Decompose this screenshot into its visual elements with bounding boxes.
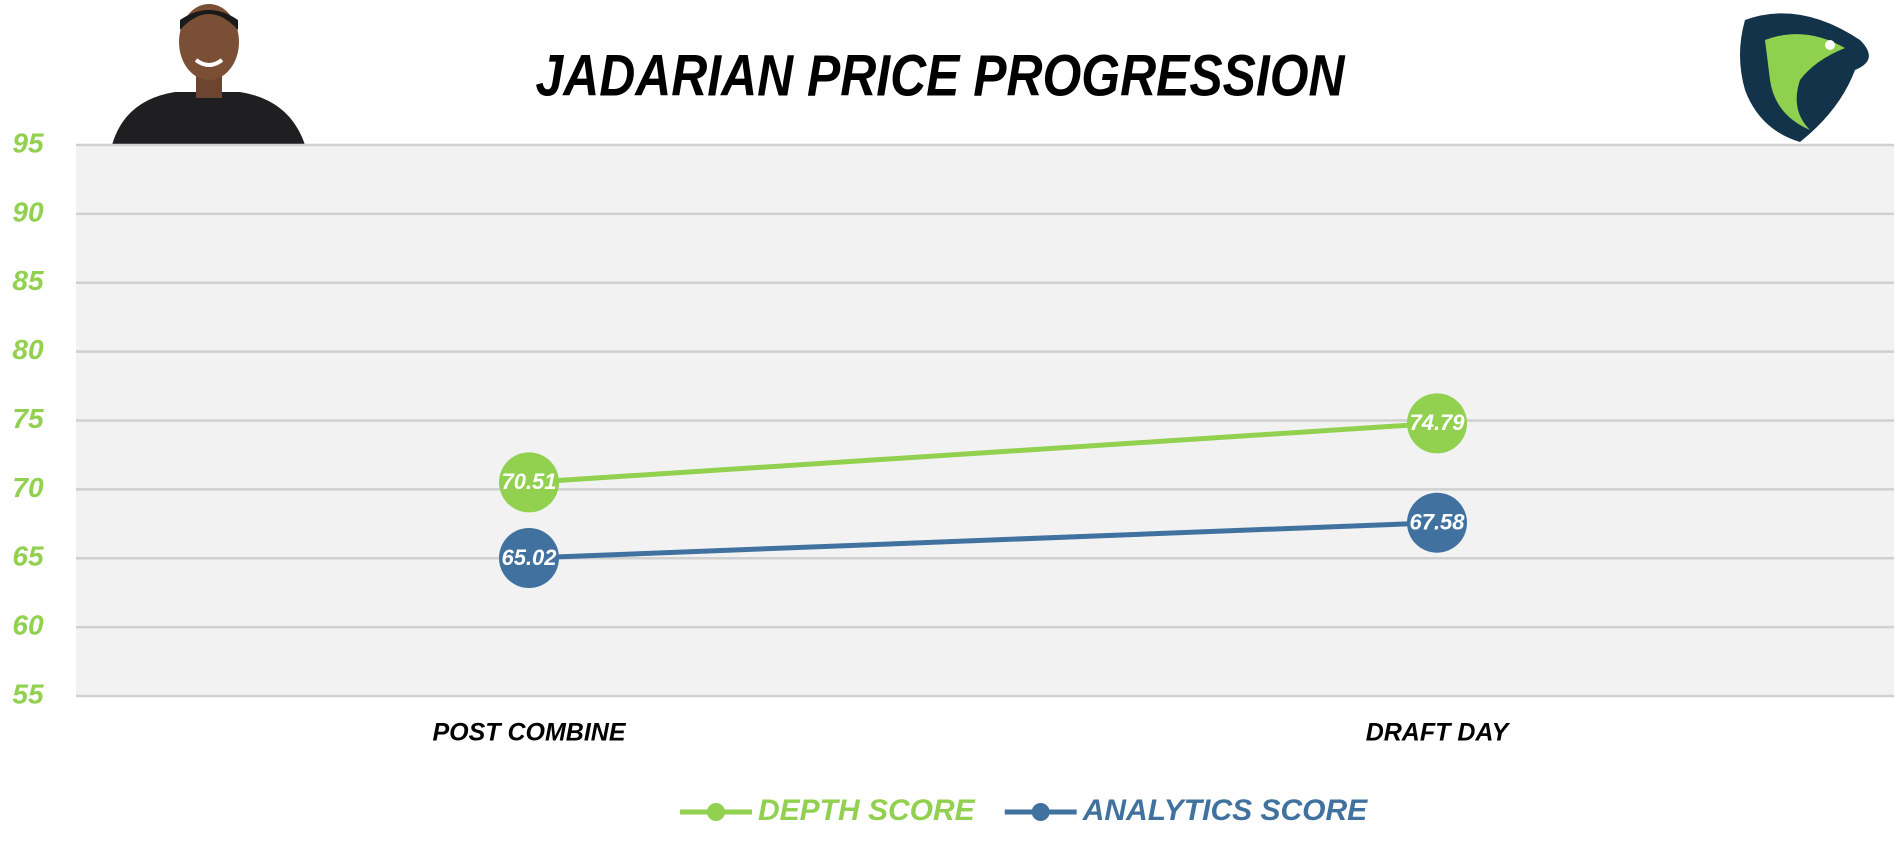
player-photo — [112, 4, 305, 145]
y-tick-label: 95 — [12, 127, 44, 158]
series-line — [528, 420, 1438, 485]
series-line — [528, 520, 1438, 561]
y-tick-label: 80 — [12, 334, 44, 365]
legend-marker — [707, 803, 725, 821]
point — [499, 452, 559, 513]
point — [1407, 492, 1467, 553]
y-tick-label: 75 — [12, 403, 44, 434]
team-logo — [1740, 13, 1869, 143]
data-label: 74.79 — [1409, 410, 1465, 435]
y-tick-label: 90 — [12, 196, 44, 227]
y-tick-label: 85 — [12, 265, 44, 296]
y-tick-label: 70 — [12, 472, 44, 503]
x-tick-label: POST COMBINE — [432, 719, 626, 747]
data-label: 70.51 — [501, 469, 556, 494]
x-tick-label: DRAFT DAY — [1366, 719, 1511, 747]
point — [499, 527, 559, 588]
legend-label: DEPTH SCORE — [758, 794, 976, 827]
data-label: 65.02 — [501, 545, 557, 570]
y-tick-label: 65 — [12, 541, 44, 572]
legend-label: ANALYTICS SCORE — [1082, 794, 1368, 827]
y-tick-label: 60 — [12, 610, 44, 641]
point — [1407, 393, 1467, 454]
y-tick-label: 55 — [12, 678, 44, 709]
legend-marker — [1031, 803, 1050, 821]
chart-title: JADARIAN PRICE PROGRESSION — [535, 44, 1345, 108]
data-label: 67.58 — [1409, 510, 1465, 535]
